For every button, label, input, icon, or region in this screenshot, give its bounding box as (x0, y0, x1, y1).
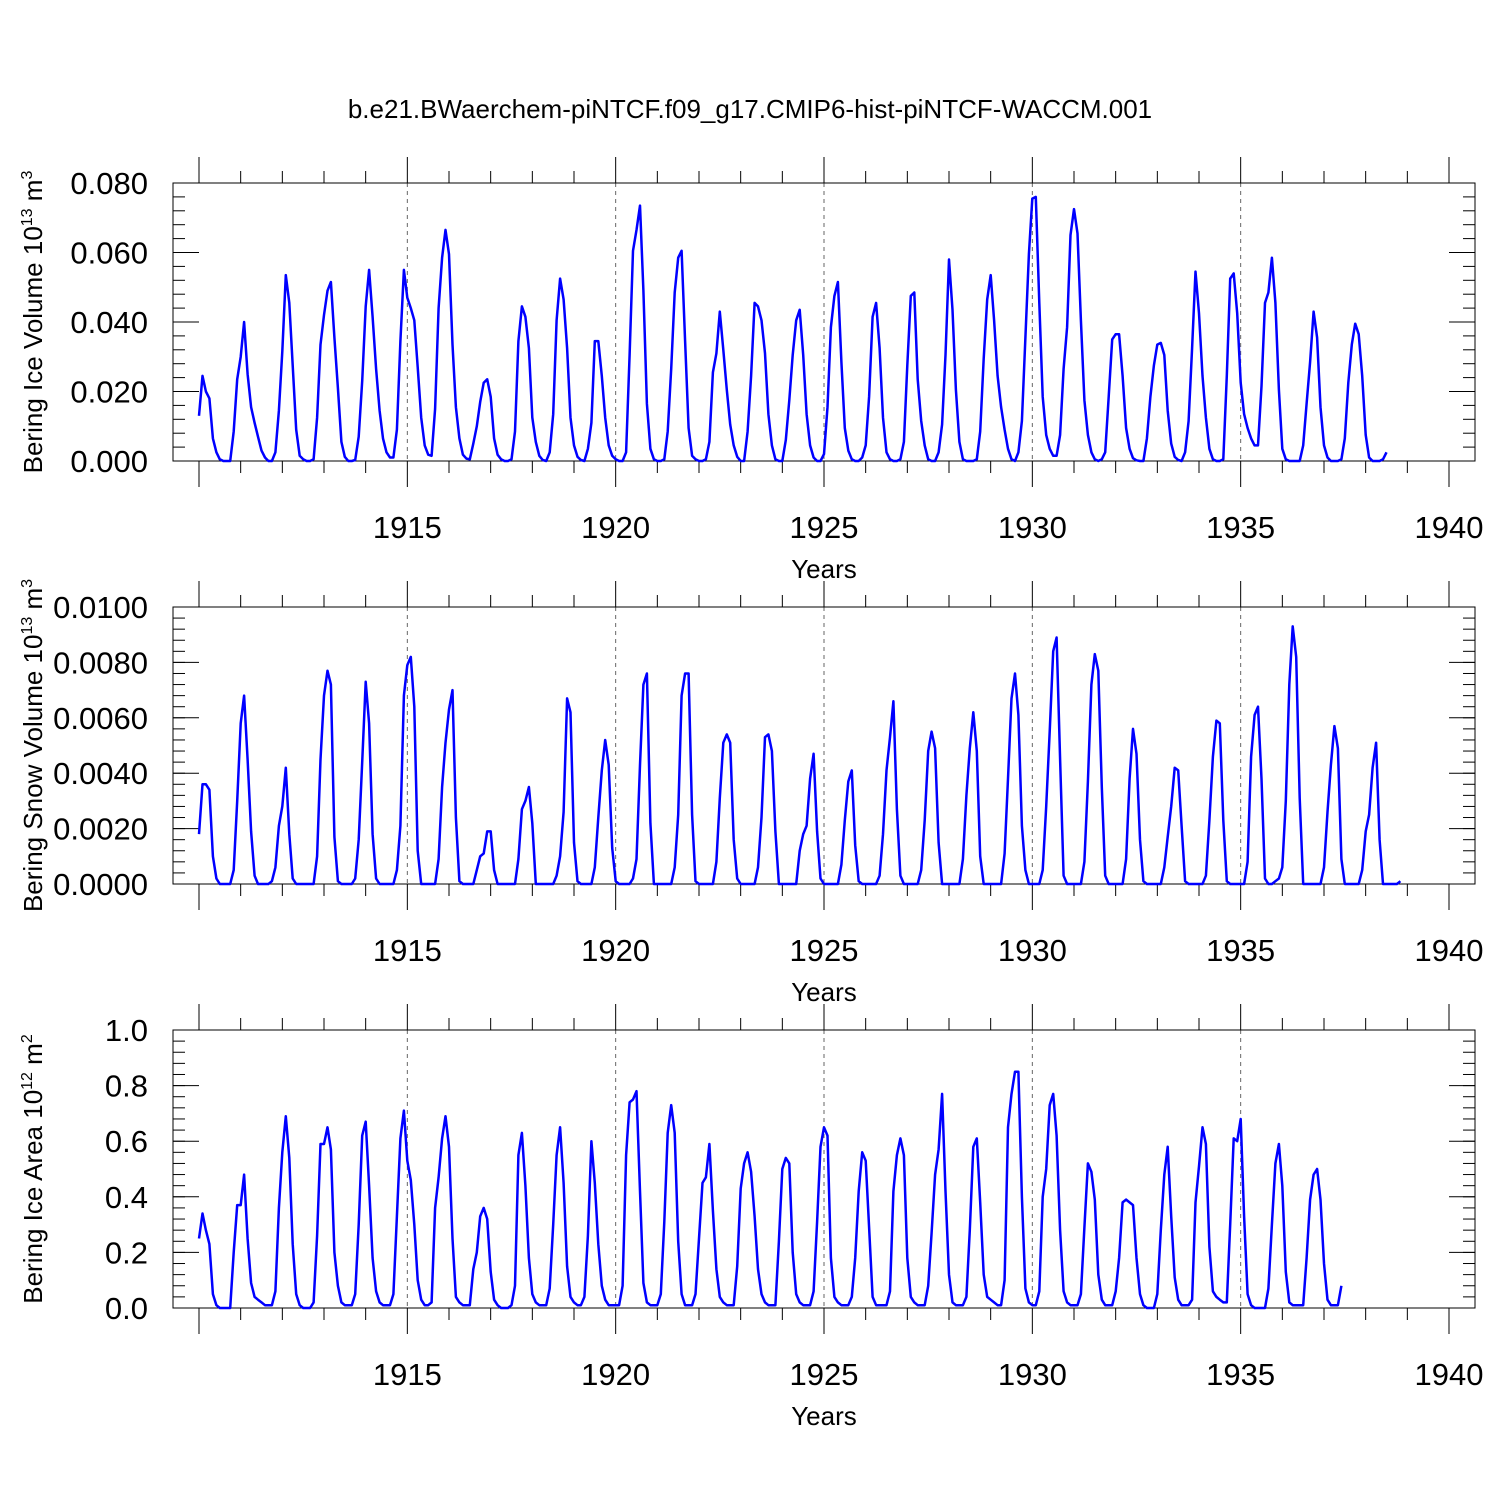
y-tick-label: 0.060 (70, 236, 148, 271)
y-axis-label-superscript: 13 (19, 617, 36, 635)
x-tick-label: 1925 (790, 933, 859, 968)
x-axis-label: Years (791, 1401, 857, 1431)
panel-ice-area: 0.0 0.2 0.4 0.6 0.8 1.0 1915 1920 1925 1930 1935 19… (18, 1004, 1483, 1431)
y-tick-label: 0.0100 (53, 590, 148, 625)
panel-snow-volume: 0.0000 0.0020 0.0040 0.0060 0.0080 0.0100 1915… (18, 579, 1483, 1007)
y-axis-label: Bering Snow Volume 1013 m3 (18, 579, 48, 912)
y-axis-label-part: Bering Ice Area 10 (18, 1090, 48, 1304)
y-tick-label: 0.4 (105, 1180, 148, 1215)
x-tick-label: 1915 (373, 1357, 442, 1392)
y-tick-label: 0.0060 (53, 701, 148, 736)
series-line (197, 625, 1402, 886)
x-tick-label: 1935 (1206, 1357, 1275, 1392)
y-tick-label: 0.020 (70, 375, 148, 410)
x-axis-label: Years (791, 554, 857, 584)
y-tick-label: 0.040 (70, 305, 148, 340)
y-axis-label-superscript: 3 (19, 579, 36, 588)
x-tick-label: 1925 (790, 510, 859, 545)
x-tick-label: 1940 (1415, 510, 1484, 545)
x-tick-label: 1940 (1415, 933, 1484, 968)
panel-ice-volume: 0.000 0.020 0.040 0.060 0.080 1915 1920 1925 193… (18, 157, 1483, 584)
x-tick-label: 1920 (581, 510, 650, 545)
series-line (197, 195, 1388, 463)
x-tick-label: 1935 (1206, 933, 1275, 968)
y-axis-label-superscript: 12 (19, 1072, 36, 1090)
y-tick-label: 1.0 (105, 1013, 148, 1048)
x-axis-label: Years (791, 977, 857, 1007)
figure-title: b.e21.BWaerchem-piNTCF.f09_g17.CMIP6-his… (348, 94, 1152, 124)
y-axis-label-part: m (18, 180, 48, 209)
y-tick-label: 0.080 (70, 166, 148, 201)
x-tick-label: 1940 (1415, 1357, 1484, 1392)
y-axis-label-superscript: 13 (19, 208, 36, 226)
x-tick-label: 1915 (373, 510, 442, 545)
x-tick-label: 1920 (581, 933, 650, 968)
y-axis-label-superscript: 3 (19, 171, 36, 180)
x-tick-label: 1925 (790, 1357, 859, 1392)
y-tick-label: 0.0 (105, 1291, 148, 1326)
y-tick-label: 0.0020 (53, 812, 148, 847)
y-tick-label: 0.0000 (53, 867, 148, 902)
series-line (197, 1070, 1343, 1310)
x-tick-label: 1920 (581, 1357, 650, 1392)
x-tick-label: 1930 (998, 1357, 1067, 1392)
x-tick-label: 1915 (373, 933, 442, 968)
x-tick-label: 1930 (998, 510, 1067, 545)
y-tick-label: 0.0080 (53, 645, 148, 680)
y-tick-label: 0.0040 (53, 756, 148, 791)
y-tick-label: 0.8 (105, 1069, 148, 1104)
y-tick-label: 0.2 (105, 1235, 148, 1270)
y-tick-label: 0.6 (105, 1124, 148, 1159)
x-tick-label: 1935 (1206, 510, 1275, 545)
y-axis-label: Bering Ice Volume 1013 m3 (18, 171, 48, 474)
y-axis-label: Bering Ice Area 1012 m2 (18, 1034, 48, 1304)
y-axis-label-part: Bering Ice Volume 10 (18, 226, 48, 473)
y-tick-label: 0.000 (70, 444, 148, 479)
x-tick-label: 1930 (998, 933, 1067, 968)
y-axis-label-part: Bering Snow Volume 10 (18, 635, 48, 913)
y-axis-label-part: m (18, 1043, 48, 1072)
y-axis-label-superscript: 2 (19, 1034, 36, 1043)
y-axis-label-part: m (18, 588, 48, 617)
